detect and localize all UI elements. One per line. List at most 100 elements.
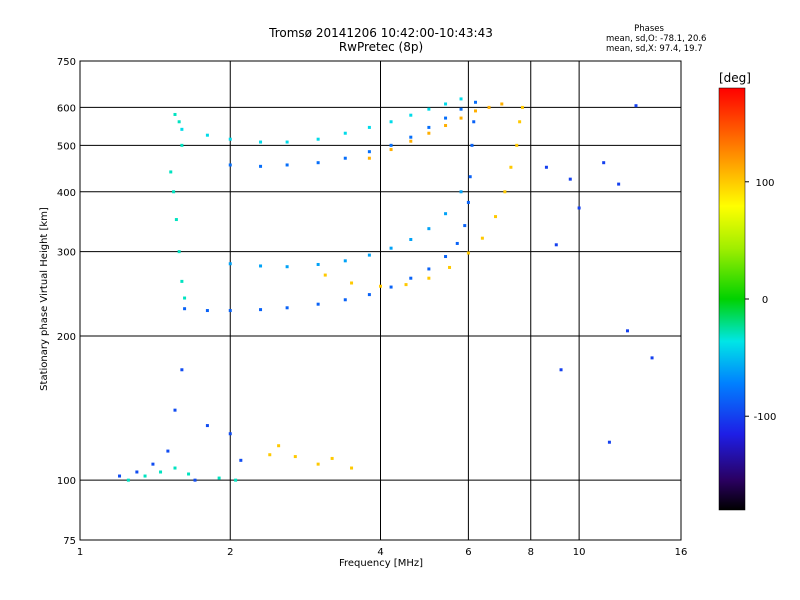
data-point (180, 279, 184, 283)
data-point (468, 175, 472, 179)
data-point (228, 137, 232, 141)
data-point (126, 478, 130, 482)
data-point (427, 267, 431, 271)
x-tick-label: 1 (77, 547, 83, 558)
data-point (544, 165, 548, 169)
data-point (159, 470, 163, 474)
data-point (518, 120, 522, 124)
data-point (577, 206, 581, 210)
data-point (316, 262, 320, 266)
data-point (177, 120, 181, 124)
data-point (459, 190, 463, 194)
data-point (285, 306, 289, 310)
data-point (625, 329, 629, 333)
data-point (135, 470, 139, 474)
data-point (427, 276, 431, 280)
data-point (343, 131, 347, 135)
data-point (389, 143, 393, 147)
data-point (323, 273, 327, 277)
data-point (285, 140, 289, 144)
chart-title: Tromsø 20141206 10:42:00-10:43:43 (268, 26, 493, 40)
data-point (316, 137, 320, 141)
data-point (166, 449, 170, 453)
data-point (183, 296, 187, 300)
data-point (343, 156, 347, 160)
data-point (180, 127, 184, 131)
data-point (466, 200, 470, 204)
y-tick-label: 600 (57, 103, 76, 114)
data-point (228, 262, 232, 266)
data-point (234, 478, 238, 482)
y-tick-label: 500 (57, 141, 76, 152)
data-point (316, 161, 320, 165)
data-point (151, 462, 155, 466)
data-points (118, 97, 654, 482)
data-point (459, 116, 463, 120)
data-point (389, 120, 393, 124)
data-point (473, 109, 477, 113)
data-point (494, 215, 498, 219)
y-tick-label: 300 (57, 248, 76, 259)
data-point (193, 478, 197, 482)
data-point (463, 224, 467, 228)
data-point (470, 143, 474, 147)
data-point (427, 125, 431, 129)
data-point (650, 356, 654, 360)
x-tick-label: 10 (573, 547, 586, 558)
data-point (409, 237, 413, 241)
y-axis-label: Stationary phase Virtual Height [km] (39, 207, 50, 391)
data-point (343, 298, 347, 302)
data-point (459, 97, 463, 101)
y-axis-ticks: 75 100 200 300 400 500 600 750 (57, 57, 76, 547)
data-point (180, 368, 184, 372)
colorbar-tick-label: 100 (755, 178, 774, 189)
data-point (559, 368, 563, 372)
colorbar (718, 87, 746, 511)
data-point (277, 444, 281, 448)
data-point (404, 283, 408, 287)
data-point (409, 113, 413, 117)
data-point (509, 165, 513, 169)
data-point (118, 474, 122, 478)
y-tick-label: 100 (57, 476, 76, 487)
x-tick-label: 8 (528, 547, 534, 558)
data-point (350, 281, 354, 285)
data-point (427, 131, 431, 135)
data-point (205, 133, 209, 137)
colorbar-tick-label: -100 (754, 412, 777, 423)
data-point (617, 182, 621, 186)
data-point (500, 102, 504, 106)
colorbar-tick-label: 0 (762, 295, 768, 306)
data-point (367, 293, 371, 297)
data-point (568, 177, 572, 181)
data-point (177, 250, 181, 254)
data-point (444, 212, 448, 216)
data-point (173, 408, 177, 412)
data-point (367, 253, 371, 257)
x-tick-label: 16 (675, 547, 688, 558)
x-tick-label: 2 (227, 547, 233, 558)
data-point (607, 440, 611, 444)
data-point (343, 259, 347, 263)
data-point (239, 458, 243, 462)
data-point (409, 276, 413, 280)
data-point (268, 453, 272, 457)
grid (80, 61, 681, 540)
y-tick-label: 200 (57, 332, 76, 343)
data-point (367, 156, 371, 160)
data-point (259, 140, 263, 144)
plot-frame (79, 60, 682, 541)
data-point (472, 120, 476, 124)
data-point (389, 285, 393, 289)
data-point (520, 105, 524, 109)
data-point (444, 255, 448, 259)
data-point (602, 161, 606, 165)
data-point (487, 105, 491, 109)
data-point (503, 190, 507, 194)
data-point (293, 455, 297, 459)
data-point (379, 284, 382, 288)
data-point (444, 116, 448, 120)
data-point (173, 112, 177, 116)
